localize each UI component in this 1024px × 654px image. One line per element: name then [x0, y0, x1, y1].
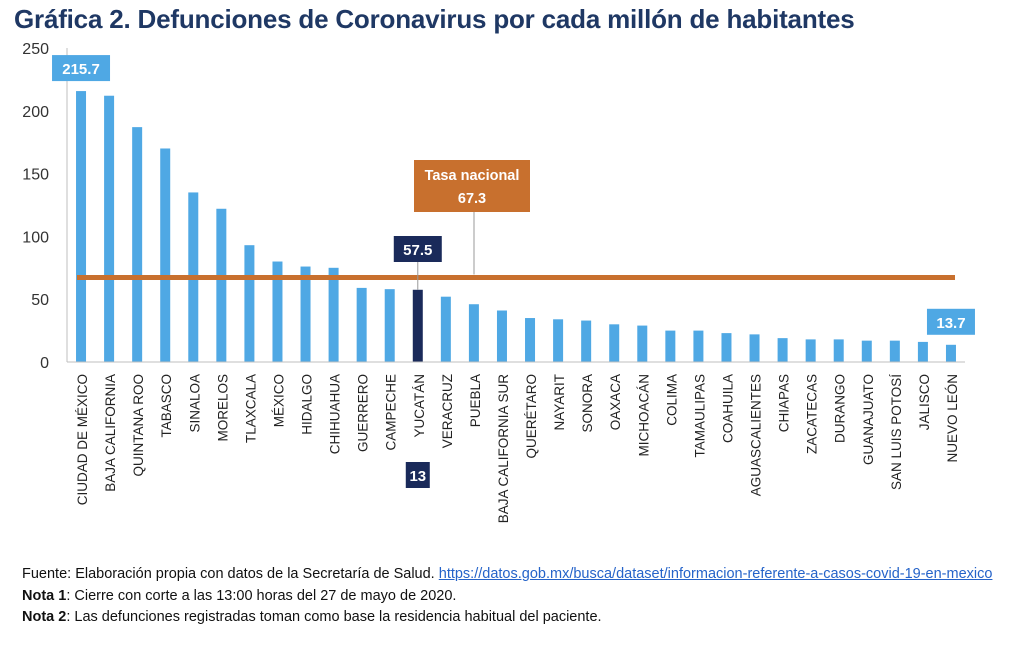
- bar: [637, 325, 648, 362]
- bar: [356, 287, 367, 362]
- bar: [945, 344, 956, 362]
- bar: [244, 245, 255, 362]
- x-tick-label: SINALOA: [187, 374, 202, 433]
- bar-highlight: [412, 289, 423, 362]
- x-tick-label: MÉXICO: [271, 374, 286, 427]
- x-tick-label: JALISCO: [917, 374, 932, 430]
- data-label: 57.5: [403, 242, 432, 259]
- y-tick-label: 150: [22, 167, 49, 184]
- bar: [889, 340, 900, 362]
- bar: [777, 338, 788, 362]
- bar: [525, 318, 536, 362]
- reference-callout-box: [414, 160, 530, 212]
- chart-title: Gráfica 2. Defunciones de Coronavirus po…: [14, 4, 855, 34]
- x-tick-label: GUANAJUATO: [861, 374, 876, 465]
- x-tick-label: BAJA CALIFORNIA: [103, 374, 118, 492]
- x-tick-label: NUEVO LEÓN: [945, 374, 960, 463]
- highlight-rank-label: 13: [409, 468, 426, 485]
- bar: [917, 341, 928, 362]
- bar: [665, 330, 676, 362]
- bar: [216, 208, 227, 362]
- data-label: 215.7: [62, 61, 100, 78]
- note-1-label: Nota 1: [22, 587, 67, 604]
- reference-label: Tasa nacional: [425, 168, 520, 184]
- x-tick-label: SAN LUIS POTOSÍ: [889, 374, 904, 490]
- source-link[interactable]: https://datos.gob.mx/busca/dataset/infor…: [438, 566, 993, 582]
- data-label-box: [393, 236, 442, 262]
- bar: [581, 320, 592, 362]
- bar: [104, 95, 115, 362]
- bar: [553, 319, 564, 362]
- bar: [328, 267, 339, 362]
- bar: [384, 289, 395, 362]
- bar: [160, 148, 171, 362]
- bar: [440, 296, 451, 362]
- y-tick-label: 200: [22, 104, 49, 121]
- bar: [468, 304, 479, 362]
- bar: [749, 334, 760, 362]
- x-tick-label: QUERÉTARO: [524, 374, 539, 459]
- y-tick-label: 50: [31, 292, 49, 309]
- x-tick-label: YUCATÁN: [412, 374, 427, 438]
- bar: [833, 339, 844, 362]
- y-tick-label: 100: [22, 229, 49, 246]
- y-tick-label: 0: [40, 355, 49, 372]
- x-tick-label: GUERRERO: [356, 374, 371, 452]
- source-text: Fuente: Elaboración propia con datos de …: [22, 566, 439, 582]
- x-tick-label: CHIHUAHUA: [328, 374, 343, 454]
- x-tick-label: VERACRUZ: [440, 374, 455, 448]
- x-tick-label: NAYARIT: [552, 374, 567, 431]
- bar: [861, 340, 872, 362]
- x-tick-label: AGUASCALIENTES: [749, 374, 764, 496]
- x-tick-label: CHIAPAS: [777, 374, 792, 432]
- x-tick-label: QUINTANA ROO: [131, 374, 146, 477]
- x-tick-label: SONORA: [580, 374, 595, 433]
- note-2-label: Nota 2: [22, 609, 67, 625]
- x-tick-label: ZACATECAS: [805, 374, 820, 454]
- x-tick-label: TABASCO: [159, 374, 174, 438]
- x-tick-label: MORELOS: [215, 374, 230, 442]
- bar-chart: 0 50 100 150 200 250 CIUDAD DE MÉXICO BAJA CALI…: [22, 41, 975, 524]
- x-tick-label: CIUDAD DE MÉXICO: [75, 374, 90, 505]
- bar: [693, 330, 704, 362]
- bar: [609, 324, 620, 362]
- note-1-text: : Cierre con corte a las 13:00 horas del…: [66, 587, 457, 604]
- chart-notes: Fuente: Elaboración propia con datos de …: [22, 564, 1012, 629]
- note-2-text: : Las defunciones registradas toman como…: [66, 609, 602, 625]
- x-tick-label: CAMPECHE: [384, 374, 399, 451]
- x-tick-label: HIDALGO: [300, 374, 315, 435]
- x-tick-label: MICHOACÁN: [636, 374, 651, 457]
- bar: [300, 266, 311, 362]
- note-1: Nota 1: Cierre con corte a las 13:00 hor…: [22, 586, 1012, 608]
- data-label-box: [926, 308, 975, 335]
- x-tick-label: PUEBLA: [468, 374, 483, 427]
- bar: [496, 310, 507, 362]
- bar: [272, 261, 283, 362]
- x-tick-label: TAMAULIPAS: [692, 374, 707, 458]
- bar: [721, 333, 732, 362]
- reference-value-label: 67.3: [458, 191, 486, 207]
- bar: [805, 339, 816, 362]
- data-label: 13.7: [936, 315, 965, 332]
- x-tick-label: COAHUILA: [720, 374, 735, 443]
- data-label-box: [52, 55, 111, 82]
- bar: [132, 127, 143, 363]
- y-tick-label: 250: [22, 41, 49, 58]
- x-tick-label: DURANGO: [833, 374, 848, 443]
- bar: [76, 91, 87, 362]
- x-tick-label: TLAXCALA: [243, 374, 258, 443]
- x-tick-label: OAXACA: [608, 374, 623, 430]
- x-tick-label: BAJA CALIFORNIA SUR: [496, 374, 511, 524]
- highlight-rank-box: [405, 462, 430, 488]
- x-tick-label: COLIMA: [664, 374, 679, 426]
- note-2: Nota 2: Las defunciones registradas toma…: [22, 607, 1012, 629]
- source-line: Fuente: Elaboración propia con datos de …: [22, 564, 1012, 586]
